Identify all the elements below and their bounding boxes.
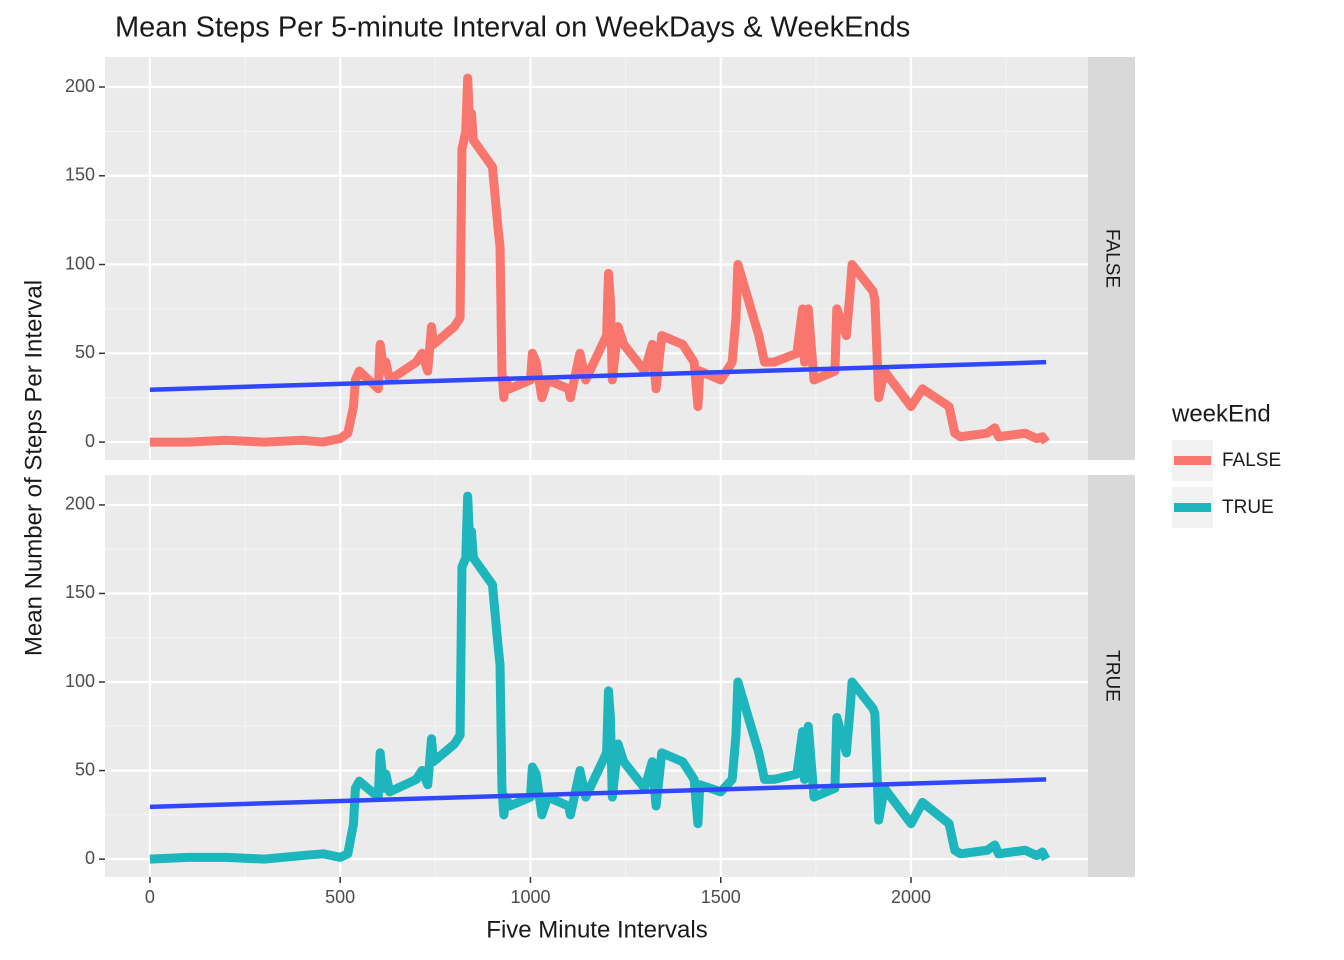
facet-label: FALSE [1101,229,1122,288]
y-tick-label: 150 [65,582,95,602]
x-tick-label: 2000 [891,887,931,907]
trend-line [149,359,1047,392]
legend-title: weekEnd [1171,400,1271,427]
y-tick-label: 100 [65,671,95,691]
facet-strip [1088,475,1135,877]
x-tick-label: 0 [145,887,155,907]
facet-strip [1088,57,1135,460]
y-tick-label: 100 [65,253,95,273]
legend-label: FALSE [1222,450,1281,471]
facet-label: TRUE [1101,650,1122,702]
x-tick-label: 1500 [701,887,741,907]
data-line [149,73,1050,447]
y-axis-label: Mean Number of Steps Per Interval [20,280,47,656]
y-tick-label: 150 [65,165,95,185]
y-tick-label: 200 [65,494,95,514]
legend-label: TRUE [1222,497,1274,518]
x-tick-label: 500 [325,887,355,907]
y-tick-label: 0 [85,431,95,451]
x-axis-label: Five Minute Intervals [486,916,707,943]
y-tick-label: 200 [65,76,95,96]
panel-background [105,475,1088,877]
chart-title: Mean Steps Per 5-minute Interval on Week… [115,12,910,44]
data-line [149,491,1051,864]
y-tick-label: 0 [85,848,95,868]
trend-line [149,777,1047,810]
y-tick-label: 50 [75,342,95,362]
x-tick-label: 1000 [510,887,550,907]
y-tick-label: 50 [75,759,95,779]
